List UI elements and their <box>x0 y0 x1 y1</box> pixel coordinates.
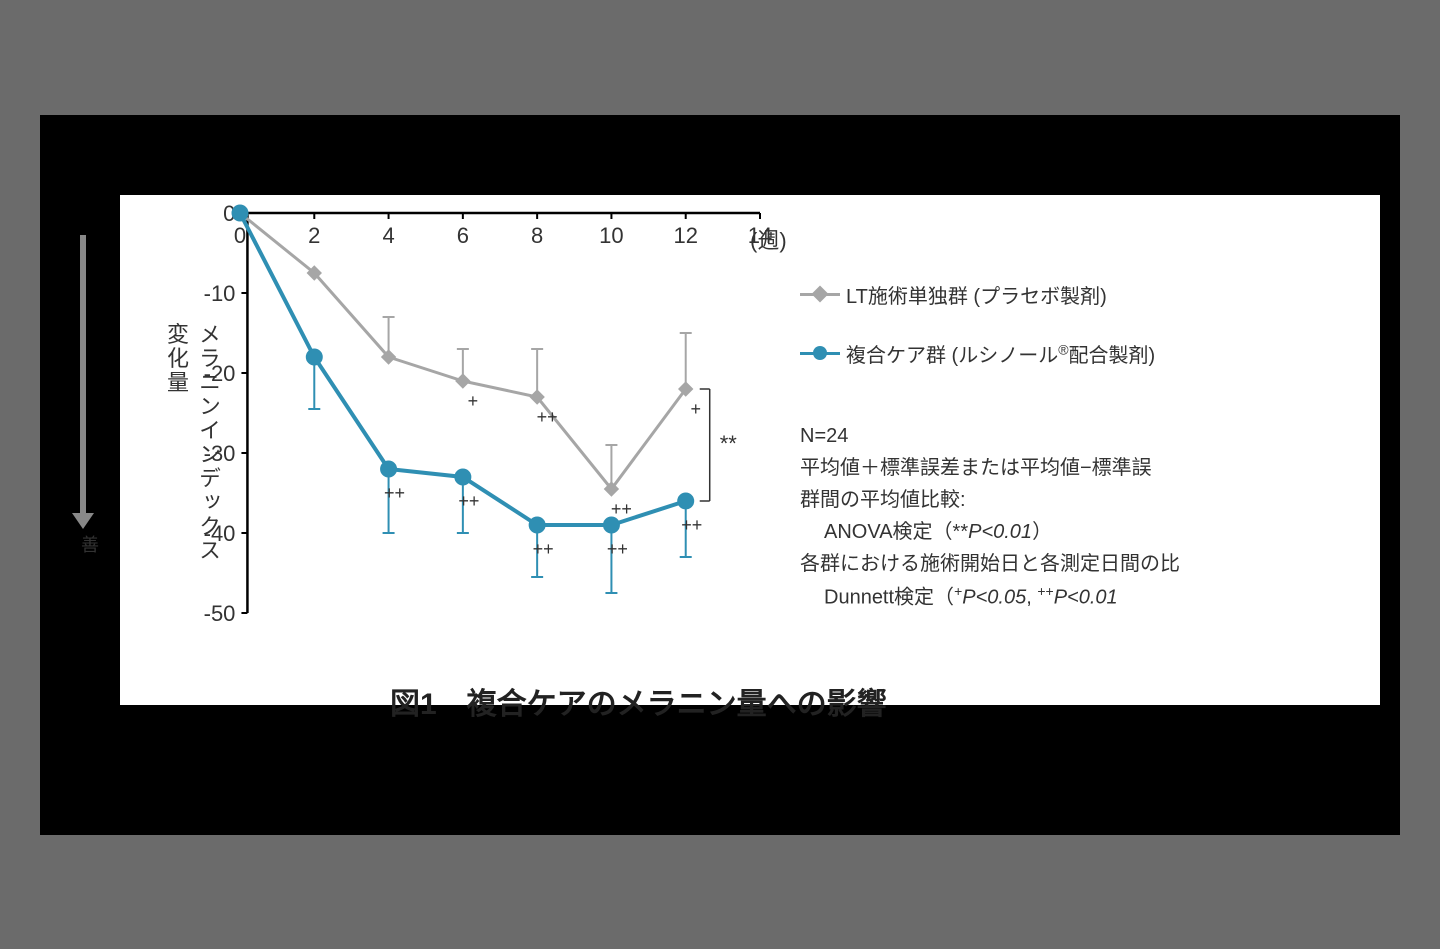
legend-item-lt: LT施術単独群 (プラセボ製剤) <box>800 280 1155 309</box>
svg-text:2: 2 <box>308 223 320 248</box>
svg-text:+: + <box>690 399 701 419</box>
svg-text:-40: -40 <box>204 521 236 546</box>
svg-text:++: ++ <box>611 499 632 519</box>
figure-title: 図1 複合ケアのメラニン量への影響 <box>390 679 887 723</box>
x-axis-unit: (週) <box>750 223 787 255</box>
legend-item-combo: 複合ケア群 (ルシノール®配合製剤) <box>800 339 1155 368</box>
chart-panel: メラニンインデックス変化量 0-10-20-30-40-500246810121… <box>120 195 1380 705</box>
stats-within-label: 各群における施術開始日と各測定日間の比 <box>800 548 1180 580</box>
stats-anova: ANOVA検定（**P<0.01） <box>800 516 1180 548</box>
line-chart: 0-10-20-30-40-5002468101214+++++++++++++… <box>120 195 800 655</box>
stats-errdesc: 平均値＋標準誤差または平均値−標準誤 <box>800 452 1180 484</box>
legend: LT施術単独群 (プラセボ製剤) 複合ケア群 (ルシノール®配合製剤) <box>800 280 1155 398</box>
svg-text:-50: -50 <box>204 601 236 626</box>
svg-text:4: 4 <box>382 223 394 248</box>
stats-group-compare-label: 群間の平均値比較: <box>800 484 1180 516</box>
stats-block: N=24 平均値＋標準誤差または平均値−標準誤 群間の平均値比較: ANOVA検… <box>800 420 1180 614</box>
svg-text:++: ++ <box>537 407 558 427</box>
svg-text:0: 0 <box>234 223 246 248</box>
svg-text:++: ++ <box>607 539 628 559</box>
svg-text:12: 12 <box>673 223 697 248</box>
figure-frame: 善 メラニンインデックス変化量 0-10-20-30-40-5002468101… <box>40 115 1400 835</box>
svg-text:6: 6 <box>457 223 469 248</box>
svg-text:8: 8 <box>531 223 543 248</box>
svg-text:+: + <box>468 391 479 411</box>
legend-marker-circle-icon <box>800 343 840 363</box>
svg-text:++: ++ <box>533 539 554 559</box>
svg-text:++: ++ <box>384 483 405 503</box>
svg-text:-20: -20 <box>204 361 236 386</box>
arrow-label: 善 <box>76 535 102 553</box>
stats-n: N=24 <box>800 420 1180 452</box>
legend-label: LT施術単独群 (プラセボ製剤) <box>846 280 1107 309</box>
down-arrow-icon <box>80 235 86 515</box>
svg-text:-10: -10 <box>204 281 236 306</box>
legend-marker-diamond-icon <box>800 284 840 304</box>
svg-text:**: ** <box>720 431 738 456</box>
svg-text:++: ++ <box>458 491 479 511</box>
svg-text:-30: -30 <box>204 441 236 466</box>
svg-text:++: ++ <box>681 515 702 535</box>
legend-label: 複合ケア群 (ルシノール®配合製剤) <box>846 339 1155 368</box>
stats-dunnett: Dunnett検定（+P<0.05, ++P<0.01 <box>800 580 1180 614</box>
svg-text:10: 10 <box>599 223 623 248</box>
